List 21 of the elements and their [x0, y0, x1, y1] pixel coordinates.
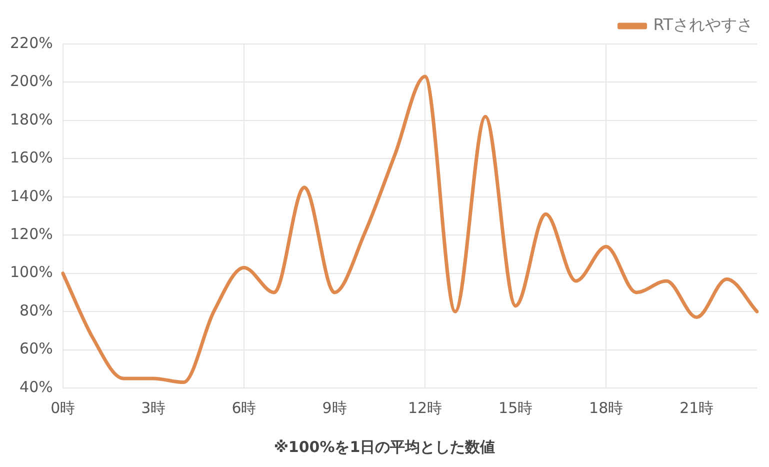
- line-series: [61, 74, 759, 384]
- x-tick-label: 9時: [322, 398, 347, 417]
- y-tick-label: 120%: [10, 225, 53, 243]
- y-tick-label: 100%: [10, 263, 53, 282]
- y-tick-label: 180%: [10, 110, 53, 128]
- x-tick-label: 15時: [498, 398, 533, 417]
- text: ※100%を1日の平均とした数値: [272, 438, 496, 457]
- x-tick-label: 12時: [408, 398, 442, 417]
- y-tick-label: 60%: [20, 340, 53, 358]
- y-tick-label: 140%: [10, 186, 53, 205]
- x-tick-label: 0時: [50, 398, 76, 417]
- y-tick-label: 80%: [20, 301, 53, 320]
- x-tick-label: 18時: [589, 398, 624, 417]
- x-tick-label: 21時: [680, 398, 714, 417]
- y-tick-label: 200%: [10, 72, 53, 90]
- y-tick-label: 160%: [10, 148, 53, 167]
- y-tick-label: 220%: [10, 34, 53, 52]
- y-tick-label: 40%: [20, 378, 53, 396]
- x-tick-label: 3時: [141, 398, 166, 417]
- x-tick-label: 6時: [232, 398, 256, 417]
- legend-label: RTされやすさ: [653, 15, 754, 34]
